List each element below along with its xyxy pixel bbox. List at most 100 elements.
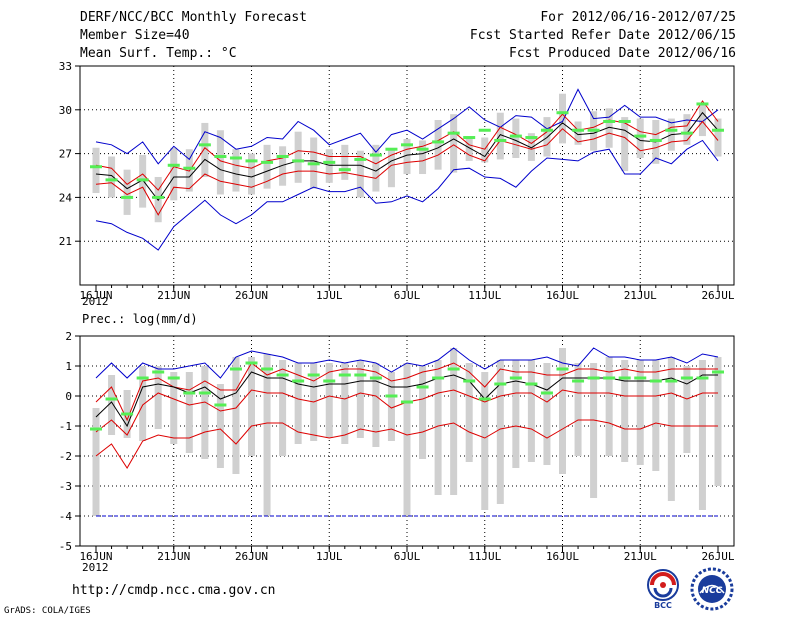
prec-range-bar bbox=[419, 366, 427, 459]
figure-title: DERF/NCC/BCC Monthly Forecast bbox=[80, 10, 307, 25]
temp-y-tick-label: 24 bbox=[59, 191, 73, 204]
prec-range-bar bbox=[139, 366, 147, 441]
temp-range-bar bbox=[496, 112, 504, 160]
temp-range-bar bbox=[201, 122, 209, 177]
temp-y-tick-label: 30 bbox=[59, 104, 72, 117]
temp-range-bar bbox=[434, 120, 442, 170]
prec-median-marker bbox=[183, 391, 196, 395]
prec-median-marker bbox=[276, 373, 289, 377]
ncc-logo: NCC bbox=[690, 567, 734, 611]
prec-y-tick-label: -2 bbox=[59, 450, 72, 463]
prec-range-bar bbox=[263, 354, 271, 516]
prec-median-marker bbox=[229, 367, 242, 371]
prec-y-tick-label: -4 bbox=[59, 510, 73, 523]
prec-range-bar bbox=[714, 357, 722, 486]
temp-x-tick-label: 1JUL bbox=[316, 289, 343, 302]
prec-median-marker bbox=[432, 376, 445, 380]
temp-median-marker bbox=[136, 178, 149, 182]
temp-median-marker bbox=[447, 131, 460, 135]
prec-x-tick-label: 21JUN bbox=[157, 550, 190, 563]
temp-range-bar bbox=[574, 121, 582, 145]
prec-range-bar bbox=[450, 348, 458, 495]
prec-y-tick-label: -3 bbox=[59, 480, 72, 493]
prec-range-bar bbox=[543, 363, 551, 465]
prec-median-marker bbox=[494, 382, 507, 386]
prec-upper-line bbox=[95, 362, 718, 422]
prec-median-marker bbox=[649, 379, 662, 383]
temp-range-bar bbox=[636, 118, 644, 158]
prec-median-marker bbox=[307, 373, 320, 377]
temp-range-bar bbox=[450, 114, 458, 173]
temp-median-marker bbox=[229, 156, 242, 160]
prec-median-marker bbox=[385, 394, 398, 398]
temp-range-bar bbox=[263, 144, 271, 189]
temp-range-bar bbox=[512, 118, 520, 158]
temp-x-tick-label: 21JUL bbox=[624, 289, 657, 302]
temp-median-marker bbox=[183, 166, 196, 170]
temp-range-bar bbox=[108, 156, 116, 198]
variable-label: Mean Surf. Temp.: °C bbox=[80, 46, 237, 61]
temp-median-marker bbox=[323, 160, 336, 164]
prec-y-tick-label: -5 bbox=[59, 540, 72, 553]
temp-median-marker bbox=[307, 162, 320, 166]
prec-y-tick-label: 1 bbox=[65, 360, 72, 373]
prec-median-marker bbox=[540, 391, 553, 395]
temp-median-marker bbox=[634, 134, 647, 138]
temperature-year-label: 2012 bbox=[82, 295, 109, 308]
temp-median-marker bbox=[649, 138, 662, 142]
temp-lower-line bbox=[95, 120, 719, 216]
prec-median-marker bbox=[136, 376, 149, 380]
prec-range-bar bbox=[185, 372, 193, 453]
temp-range-bar bbox=[170, 147, 178, 201]
prec-range-bar bbox=[512, 360, 520, 468]
temp-range-bar bbox=[403, 139, 411, 175]
temp-median-marker bbox=[463, 136, 476, 140]
temp-median-marker bbox=[214, 155, 227, 159]
temp-median-marker bbox=[572, 128, 585, 132]
temp-x-tick-label: 6JUL bbox=[394, 289, 421, 302]
prec-median-marker bbox=[105, 397, 118, 401]
ncc-logo-text: NCC bbox=[702, 586, 723, 596]
prec-median-marker bbox=[369, 376, 382, 380]
temp-x-tick-label: 16JUL bbox=[546, 289, 579, 302]
prec-x-tick-label: 21JUL bbox=[624, 550, 657, 563]
prec-x-tick-label: 11JUL bbox=[468, 550, 501, 563]
prec-median-marker bbox=[618, 376, 631, 380]
temp-x-tick-label: 21JUN bbox=[157, 289, 190, 302]
temp-range-bar bbox=[527, 133, 535, 161]
temp-range-bar bbox=[341, 144, 349, 180]
precipitation-title: Prec.: log(mm/d) bbox=[82, 312, 198, 326]
temp-median-marker bbox=[276, 155, 289, 159]
temp-median-marker bbox=[385, 147, 398, 151]
prec-range-bar bbox=[481, 372, 489, 510]
produced-date: Fcst Produced Date 2012/06/16 bbox=[509, 46, 736, 61]
prec-range-bar bbox=[465, 363, 473, 462]
prec-median-marker bbox=[556, 367, 569, 371]
temp-range-bar bbox=[232, 149, 240, 192]
prec-y-tick-label: 2 bbox=[65, 330, 72, 343]
temp-range-bar bbox=[325, 149, 333, 183]
temp-median-marker bbox=[105, 178, 118, 182]
temp-median-marker bbox=[416, 147, 429, 151]
temp-range-bar bbox=[543, 117, 551, 157]
temp-median-marker bbox=[354, 157, 367, 161]
prec-range-bar bbox=[154, 366, 162, 429]
prec-range-bar bbox=[605, 357, 613, 456]
prec-median-marker bbox=[245, 361, 258, 365]
bcc-logo-text: BCC bbox=[654, 601, 672, 610]
prec-median-marker bbox=[214, 403, 227, 407]
prec-median-marker bbox=[416, 385, 429, 389]
prec-median-marker bbox=[509, 376, 522, 380]
prec-range-bar bbox=[201, 366, 209, 459]
prec-median-marker bbox=[463, 379, 476, 383]
precipitation-year-label: 2012 bbox=[82, 561, 109, 574]
prec-range-bar bbox=[621, 360, 629, 462]
temp-x-tick-label: 11JUL bbox=[468, 289, 501, 302]
temp-range-bar bbox=[698, 103, 706, 137]
prec-x-tick-label: 16JUL bbox=[546, 550, 579, 563]
temp-median-marker bbox=[261, 160, 274, 164]
temp-range-bar bbox=[559, 93, 566, 144]
temp-y-tick-label: 27 bbox=[59, 148, 72, 161]
temp-min-line bbox=[95, 139, 719, 251]
temp-range-bar bbox=[481, 137, 489, 163]
